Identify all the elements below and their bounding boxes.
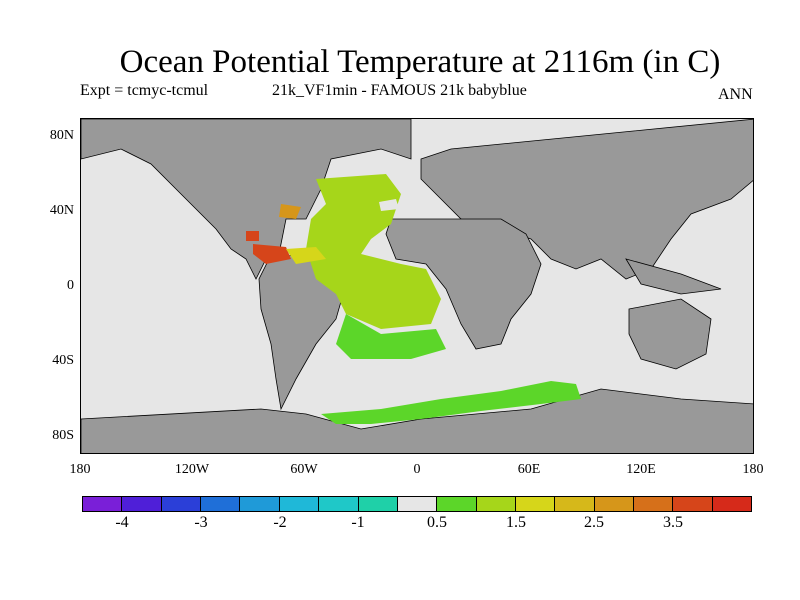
lat-label-80n: 80N bbox=[49, 128, 74, 143]
colorbar-swatch bbox=[201, 497, 241, 511]
map-canvas bbox=[81, 119, 753, 453]
run-label: 21k_VF1min - FAMOUS 21k babyblue bbox=[272, 82, 527, 99]
lon-label-120e: 120E bbox=[626, 462, 656, 477]
colorbar-label: -1 bbox=[351, 514, 365, 531]
colorbar-swatch bbox=[319, 497, 359, 511]
region-green-southern-ocean bbox=[321, 381, 581, 424]
lon-label-60w: 60W bbox=[290, 462, 318, 477]
colorbar-label: -2 bbox=[273, 514, 287, 531]
land-indonesia bbox=[625, 258, 722, 295]
temperature-field bbox=[246, 174, 581, 424]
colorbar-label: -3 bbox=[194, 514, 208, 531]
region-green-south-atlantic bbox=[336, 314, 446, 359]
colorbar-swatch bbox=[397, 497, 438, 511]
colorbar-label: -4 bbox=[115, 514, 129, 531]
chart-title: Ocean Potential Temperature at 2116m (in… bbox=[119, 44, 721, 80]
lon-label-180e: 180 bbox=[742, 462, 764, 477]
colorbar-swatch bbox=[279, 497, 320, 511]
colorbar-swatch bbox=[437, 497, 477, 511]
colorbar-label: 0.5 bbox=[427, 514, 447, 531]
lon-label-0: 0 bbox=[413, 462, 421, 477]
lon-label-60e: 60E bbox=[517, 462, 541, 477]
colorbar-swatch bbox=[240, 497, 280, 511]
colorbar-swatch bbox=[594, 497, 635, 511]
experiment-label: Expt = tcmyc-tcmul bbox=[80, 82, 209, 99]
colorbar-label: 1.5 bbox=[506, 514, 526, 531]
colorbar-label: 3.5 bbox=[663, 514, 683, 531]
colorbar-swatch bbox=[476, 497, 516, 511]
colorbar-swatch bbox=[712, 497, 752, 511]
lat-label-40n: 40N bbox=[49, 203, 74, 218]
land-australia bbox=[628, 298, 712, 370]
region-white-hole bbox=[379, 199, 399, 211]
region-red-caribbean bbox=[253, 244, 291, 264]
temperature-map bbox=[80, 118, 754, 454]
lat-label-0: 0 bbox=[67, 278, 74, 293]
region-light-green-north-atlantic bbox=[306, 174, 441, 329]
colorbar-swatch bbox=[83, 497, 123, 511]
colorbar-swatch bbox=[515, 497, 556, 511]
colorbar-swatch bbox=[161, 497, 202, 511]
region-yellow-tropical-atlantic bbox=[286, 247, 326, 264]
land-africa bbox=[385, 218, 542, 350]
season-label: ANN bbox=[718, 86, 753, 103]
colorbar-swatch bbox=[555, 497, 595, 511]
lon-label-120w: 120W bbox=[174, 462, 210, 477]
colorbar-swatch bbox=[673, 497, 713, 511]
region-red-gulf-mexico bbox=[246, 231, 259, 241]
colorbar bbox=[82, 496, 752, 512]
lon-label-180w: 180 bbox=[69, 462, 91, 477]
colorbar-swatch bbox=[358, 497, 398, 511]
land-masses bbox=[81, 119, 753, 453]
lat-label-40s: 40S bbox=[52, 353, 74, 368]
colorbar-label: 2.5 bbox=[584, 514, 604, 531]
colorbar-swatch bbox=[122, 497, 162, 511]
land-antarctica bbox=[81, 388, 753, 453]
colorbar-swatch bbox=[634, 497, 674, 511]
lat-label-80s: 80S bbox=[52, 428, 74, 443]
land-north-america bbox=[81, 119, 412, 280]
region-orange-gulf bbox=[279, 204, 301, 219]
